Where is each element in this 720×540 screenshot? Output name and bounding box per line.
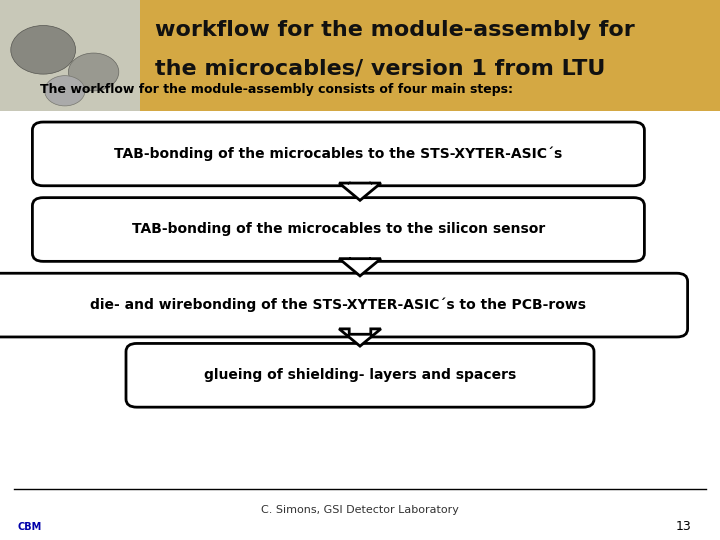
Text: TAB-bonding of the microcables to the STS-XYTER-ASIC´s: TAB-bonding of the microcables to the ST… [114,147,562,161]
FancyBboxPatch shape [0,273,688,337]
FancyBboxPatch shape [0,0,720,111]
Circle shape [45,76,85,106]
Circle shape [68,53,119,91]
Text: die- and wirebonding of the STS-XYTER-ASIC´s to the PCB-rows: die- and wirebonding of the STS-XYTER-AS… [91,298,586,312]
Polygon shape [339,329,381,346]
Text: workflow for the module-assembly for: workflow for the module-assembly for [155,19,634,40]
Circle shape [11,25,76,74]
Text: the microcables/ version 1 from LTU: the microcables/ version 1 from LTU [155,58,606,79]
Text: C. Simons, GSI Detector Laboratory: C. Simons, GSI Detector Laboratory [261,505,459,515]
Text: 13: 13 [675,520,691,533]
Text: CBM: CBM [18,522,42,531]
Text: TAB-bonding of the microcables to the silicon sensor: TAB-bonding of the microcables to the si… [132,222,545,237]
Text: glueing of shielding- layers and spacers: glueing of shielding- layers and spacers [204,368,516,382]
Text: The workflow for the module-assembly consists of four main steps:: The workflow for the module-assembly con… [40,83,513,96]
FancyBboxPatch shape [32,122,644,186]
FancyBboxPatch shape [0,0,140,111]
FancyBboxPatch shape [126,343,594,407]
FancyBboxPatch shape [32,198,644,261]
Polygon shape [339,183,381,200]
Polygon shape [339,259,381,276]
